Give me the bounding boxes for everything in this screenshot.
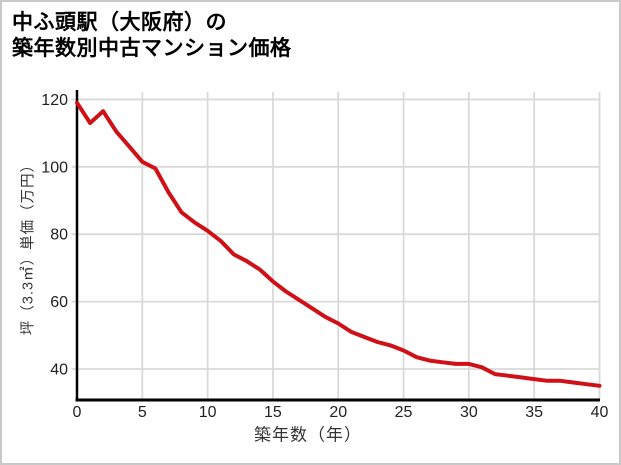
x-axis-label: 築年数（年）: [254, 425, 362, 445]
x-tick-label: 0: [73, 404, 82, 421]
x-tick-label: 5: [138, 404, 147, 421]
y-axis-label: 坪（3.3㎡）単価（万円）: [20, 156, 37, 336]
price-line-series: [75, 100, 602, 388]
x-tick-label: 40: [591, 404, 609, 421]
chart-title-line-1: 中ふ頭駅（大阪府）の: [12, 11, 227, 34]
x-tick-label: 15: [264, 404, 282, 421]
y-tick-label: 40: [50, 361, 68, 378]
y-tick-label: 100: [41, 159, 68, 176]
x-tick-label: 10: [199, 404, 217, 421]
chart-title-line-2: 築年数別中古マンション価格: [12, 37, 292, 61]
y-tick-label: 80: [50, 227, 68, 244]
x-tick-label: 35: [525, 404, 543, 421]
chart-title: 中ふ頭駅（大阪府）の 築年数別中古マンション価格: [12, 10, 292, 63]
x-tick-label: 30: [460, 404, 478, 421]
x-tick-label: 20: [329, 404, 347, 421]
y-tick-label: 60: [50, 294, 68, 311]
y-tick-label: 120: [41, 92, 68, 109]
x-tick-label: 25: [395, 404, 413, 421]
